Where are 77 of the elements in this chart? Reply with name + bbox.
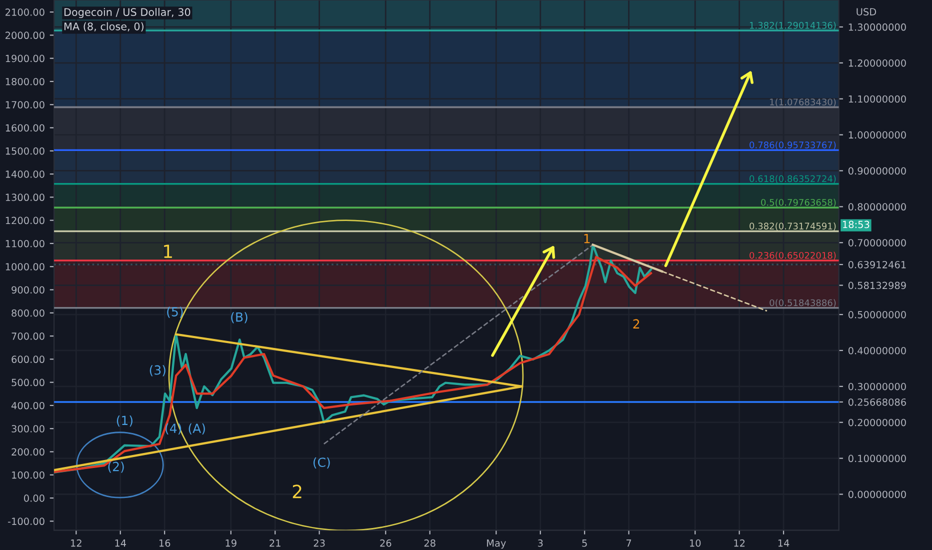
y-tick-label: 0.30000000 (848, 382, 906, 390)
ref-line-label: 0.382(0.73174591) (750, 222, 836, 231)
y2-tick-label: 700.00 (12, 332, 44, 340)
y-tick-label: 0.70000000 (848, 239, 906, 246)
annotation: 1 (164, 244, 172, 258)
text: Dogecoin / US Dollar, 30 (64, 8, 190, 18)
x-tick-label: 10 (690, 539, 701, 547)
y-tick-label: 0.80000000 (848, 203, 906, 211)
y-tick-label: 0.50000000 (848, 311, 906, 318)
ref-line-label: 1(1.07683430) (770, 98, 836, 106)
ref-line-label: 0(0.51843886) (770, 299, 836, 308)
y2-tick-label: 900.00 (12, 286, 44, 294)
y2-tick-label: 100.00 (12, 471, 44, 479)
x-tick-label: 26 (380, 539, 392, 547)
y-tick-label: 1.30000000 (848, 23, 906, 31)
y-tick-label: 0.40000000 (848, 346, 906, 354)
y-tick-label: 0.10000000 (848, 454, 906, 462)
y2-tick-label: 1200.00 (6, 216, 44, 224)
y-tick-label: 0.90000000 (848, 167, 906, 175)
x-tick-label: 5 (582, 540, 587, 547)
x-tick-label: 12 (71, 539, 82, 547)
y2-tick-label: 1500.00 (6, 147, 44, 155)
y2-tick-label: 1100.00 (6, 240, 44, 248)
y2-tick-label: 0.00 (24, 494, 44, 502)
x-tick-label: May (487, 540, 506, 549)
annotation: (1) (116, 415, 132, 427)
annotation: (C) (313, 457, 330, 468)
y-tick-label: 1.20000000 (848, 59, 906, 67)
text: MA (8, close, 0) (64, 22, 144, 32)
annotation: (A) (188, 423, 205, 435)
y-tick-label: 0.58132989 (848, 282, 906, 290)
y2-tick-label: 1900.00 (6, 54, 44, 62)
x-tick-label: 3 (538, 539, 543, 547)
y-axis-title: USD (856, 8, 876, 16)
y2-tick-label: -100.00 (8, 518, 44, 526)
y2-tick-label: 1400.00 (6, 170, 44, 178)
annotation: (2) (108, 462, 124, 473)
ref-line-label: 0.236(0.65022018) (750, 252, 836, 260)
x-tick-label: 14 (115, 540, 126, 547)
y2-tick-label: 300.00 (12, 425, 44, 432)
y2-tick-label: 600.00 (12, 356, 44, 364)
x-tick-label: 19 (226, 539, 236, 547)
x-tick-label: 28 (424, 539, 436, 547)
annotation: (3) (150, 365, 166, 376)
y2-tick-label: 1000.00 (6, 263, 44, 270)
y2-tick-label: 800.00 (12, 309, 44, 317)
y-tick-label: 0.63912461 (848, 260, 906, 268)
ref-line-label: 0.618(0.86352724) (750, 175, 836, 184)
y-tick-label: 1.00000000 (848, 131, 906, 139)
x-tick-label: 16 (159, 539, 170, 547)
annotation: (B) (231, 312, 248, 324)
y2-tick-label: 1300.00 (6, 194, 44, 202)
y2-tick-label: 400.00 (11, 402, 44, 410)
text: 18:53 (843, 220, 870, 228)
ref-line-label: 0.786(0.95733767) (750, 141, 836, 150)
y2-tick-label: 1800.00 (6, 78, 44, 86)
y-tick-label: 1.10000000 (848, 95, 906, 103)
y-tick-label: 0.00000000 (848, 490, 906, 498)
annotation: 1 (584, 234, 590, 244)
annotation: 2 (633, 319, 640, 328)
y2-tick-label: 1700.00 (6, 101, 44, 108)
x-tick-label: 14 (778, 540, 790, 547)
y2-tick-label: 500.00 (12, 378, 44, 386)
annotation: (5) (167, 306, 183, 318)
x-tick-label: 21 (270, 539, 280, 547)
ref-line-label: 1.382(1.29014136) (750, 22, 836, 30)
x-tick-label: 12 (734, 539, 745, 547)
y2-tick-label: 2100.00 (6, 8, 44, 16)
y2-tick-label: 2000.00 (6, 32, 44, 40)
y-tick-label: 0.20000000 (848, 418, 906, 426)
y2-tick-label: 1600.00 (6, 124, 44, 132)
x-tick-label: 23 (314, 539, 325, 547)
y-tick-label: 0.25668086 (848, 398, 906, 406)
x-tick-label: 7 (626, 540, 632, 547)
annotation: 2 (292, 484, 302, 498)
ref-line-label: 0.5(0.79763658) (761, 198, 836, 207)
y2-tick-label: 200.00 (12, 448, 44, 456)
